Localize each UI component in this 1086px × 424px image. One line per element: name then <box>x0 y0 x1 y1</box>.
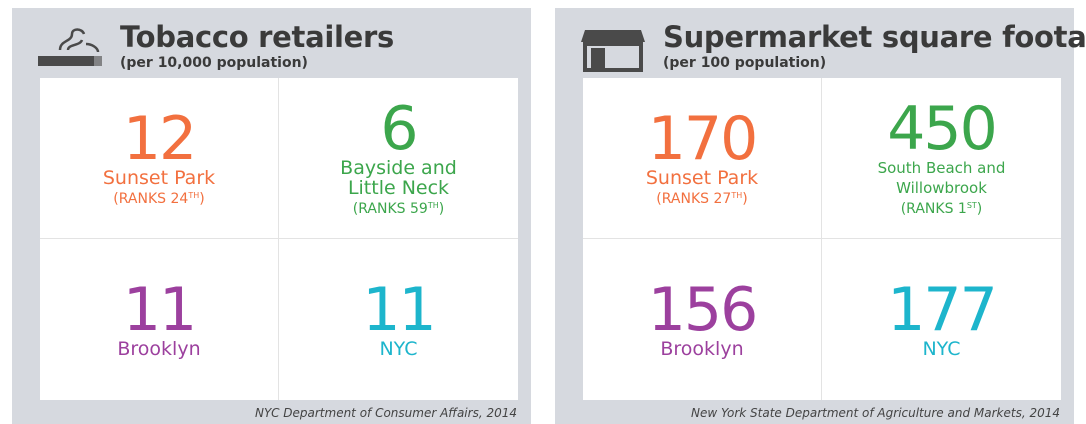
panel: Tobacco retailers (per 10,000 population)… <box>12 8 531 424</box>
stat-label: Bayside and <box>340 156 457 179</box>
rank-close: ) <box>199 190 205 207</box>
rank-text: (RANKS 24 <box>113 190 189 207</box>
stat-value: 11 <box>362 274 436 345</box>
rank-text: (RANKS 27 <box>656 190 732 207</box>
rank-suffix: TH <box>188 190 200 200</box>
stat-cell: 11 Brooklyn <box>40 239 279 400</box>
stat-label: Sunset Park <box>645 166 759 189</box>
stat-cell: 177 NYC <box>822 239 1061 400</box>
stat-value: 177 <box>887 274 998 345</box>
rank-close: ) <box>438 200 445 217</box>
stat-cell: 450 South Beach and Willowbrook (RANKS 1ST) <box>822 78 1061 239</box>
stat-rank: (RANKS 1ST) <box>901 198 983 217</box>
stat-label: Willowbrook <box>896 178 987 197</box>
rank-close: ) <box>976 200 983 217</box>
stat-label: Brooklyn <box>117 337 201 360</box>
stat-label: NYC <box>379 337 418 360</box>
stat-label: NYC <box>922 337 961 360</box>
stat-label: Sunset Park <box>102 166 216 189</box>
cigarette-icon <box>38 28 102 66</box>
stat-rank: (RANKS 27TH) <box>656 188 747 207</box>
stat-cell: 12 Sunset Park (RANKS 24TH) <box>40 78 279 239</box>
panel-title: Tobacco retailers <box>120 20 394 54</box>
rank-suffix: ST <box>966 200 977 210</box>
panel-subtitle: (per 10,000 population) <box>120 55 308 71</box>
stat-cell: 6 Bayside and Little Neck (RANKS 59TH) <box>279 78 518 239</box>
rank-text: (RANKS 1 <box>900 200 967 217</box>
stat-cell: 11 NYC <box>279 239 518 400</box>
stat-grid: 12 Sunset Park (RANKS 24TH) 6 Bayside and Lit… <box>40 78 518 400</box>
stat-label: Brooklyn <box>660 337 744 360</box>
stat-value: 450 <box>887 93 998 164</box>
stat-label: South Beach and <box>877 158 1006 177</box>
panel-subtitle: (per 100 population) <box>663 55 827 71</box>
stat-value: 170 <box>647 103 759 174</box>
stat-cell: 170 Sunset Park (RANKS 27TH) <box>583 78 822 239</box>
stat-value: 156 <box>647 274 759 345</box>
stat-value: 6 <box>380 93 418 164</box>
stat-label: Little Neck <box>347 176 450 199</box>
stat-value: 11 <box>122 274 197 345</box>
stat-rank: (RANKS 24TH) <box>113 188 204 207</box>
rank-close: ) <box>742 190 748 207</box>
stat-cell: 156 Brooklyn <box>583 239 822 400</box>
source-note: NYC Department of Consumer Affairs, 2014 <box>254 406 517 420</box>
rank-suffix: TH <box>731 190 743 200</box>
rank-text: (RANKS 59 <box>352 200 428 217</box>
stat-value: 12 <box>122 103 197 174</box>
store-icon <box>581 30 645 72</box>
panel-title: Supermarket square footage <box>663 20 1086 54</box>
stat-grid: 170 Sunset Park (RANKS 27TH) 450 South Beach… <box>583 78 1061 400</box>
panel: Supermarket square footage (per 100 popul… <box>555 8 1086 424</box>
rank-suffix: TH <box>427 200 439 210</box>
stat-rank: (RANKS 59TH) <box>353 198 444 217</box>
source-note: New York State Department of Agriculture… <box>691 406 1060 420</box>
